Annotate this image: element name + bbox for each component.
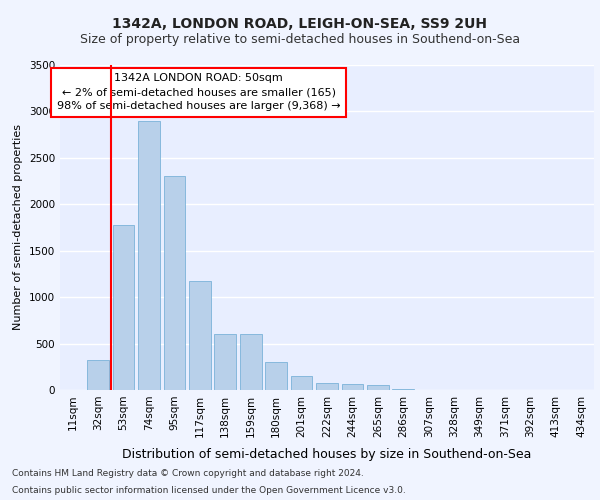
X-axis label: Distribution of semi-detached houses by size in Southend-on-Sea: Distribution of semi-detached houses by … [122, 448, 532, 461]
Bar [214, 334, 236, 390]
Text: Size of property relative to semi-detached houses in Southend-on-Sea: Size of property relative to semi-detach… [80, 32, 520, 46]
Bar [367, 386, 389, 390]
Bar [164, 176, 185, 390]
Bar [240, 334, 262, 390]
Bar [88, 360, 109, 390]
Bar [265, 362, 287, 390]
Bar [113, 225, 134, 390]
Text: 1342A LONDON ROAD: 50sqm
← 2% of semi-detached houses are smaller (165)
98% of s: 1342A LONDON ROAD: 50sqm ← 2% of semi-de… [57, 73, 341, 111]
Bar [392, 389, 414, 390]
Text: 1342A, LONDON ROAD, LEIGH-ON-SEA, SS9 2UH: 1342A, LONDON ROAD, LEIGH-ON-SEA, SS9 2U… [113, 18, 487, 32]
Text: Contains public sector information licensed under the Open Government Licence v3: Contains public sector information licen… [12, 486, 406, 495]
Text: Contains HM Land Registry data © Crown copyright and database right 2024.: Contains HM Land Registry data © Crown c… [12, 468, 364, 477]
Bar [138, 120, 160, 390]
Bar [291, 376, 313, 390]
Bar [316, 382, 338, 390]
Bar [189, 281, 211, 390]
Bar [341, 384, 363, 390]
Y-axis label: Number of semi-detached properties: Number of semi-detached properties [13, 124, 23, 330]
